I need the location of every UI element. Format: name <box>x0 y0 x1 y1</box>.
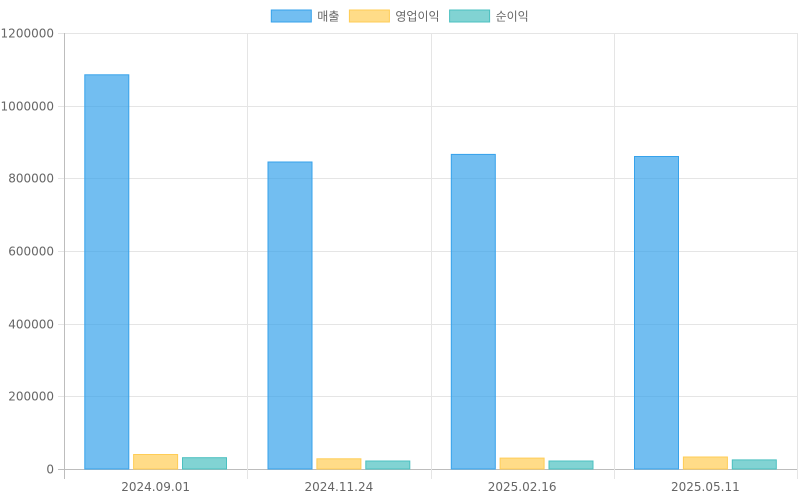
bar[interactable] <box>182 457 227 470</box>
grid-layer <box>58 33 798 479</box>
x-tick-label: 2025.02.16 <box>488 480 557 494</box>
y-tick-label: 800000 <box>8 172 54 186</box>
legend-label: 영업이익 <box>395 10 439 24</box>
bar[interactable] <box>316 458 362 470</box>
y-tick-label: 400000 <box>8 318 54 332</box>
y-tick-label: 200000 <box>8 390 54 404</box>
bar[interactable] <box>548 460 594 470</box>
bar[interactable] <box>682 456 728 470</box>
legend-item[interactable]: 순이익 <box>449 9 529 24</box>
axes-layer: 0 200000 400000 600000 800000 1000000 1200000 2… <box>1 27 740 495</box>
y-tick-label: 1200000 <box>1 27 54 41</box>
bar[interactable] <box>450 153 496 470</box>
legend-swatch <box>449 9 491 23</box>
legend[interactable]: 매출 영업이익 순이익 <box>270 9 529 24</box>
bars-layer <box>84 74 777 470</box>
legend-item[interactable]: 영업이익 <box>348 9 440 24</box>
y-tick-label: 600000 <box>8 245 54 259</box>
bar[interactable] <box>133 454 179 470</box>
legend-swatch <box>270 9 312 23</box>
bar[interactable] <box>84 74 130 470</box>
legend-label: 매출 <box>317 10 339 24</box>
bar[interactable] <box>634 156 679 470</box>
bar[interactable] <box>499 457 545 470</box>
y-tick-label: 1000000 <box>1 100 54 114</box>
bar[interactable] <box>731 459 777 470</box>
bar[interactable] <box>365 460 411 470</box>
legend-label: 순이익 <box>496 10 529 24</box>
x-tick-label: 2025.05.11 <box>671 480 740 494</box>
x-tick-label: 2024.09.01 <box>121 480 190 494</box>
bar[interactable] <box>267 161 313 470</box>
legend-item[interactable]: 매출 <box>270 9 339 24</box>
y-tick-label: 0 <box>46 463 54 477</box>
x-tick-label: 2024.11.24 <box>305 480 374 494</box>
legend-swatch <box>348 9 390 23</box>
